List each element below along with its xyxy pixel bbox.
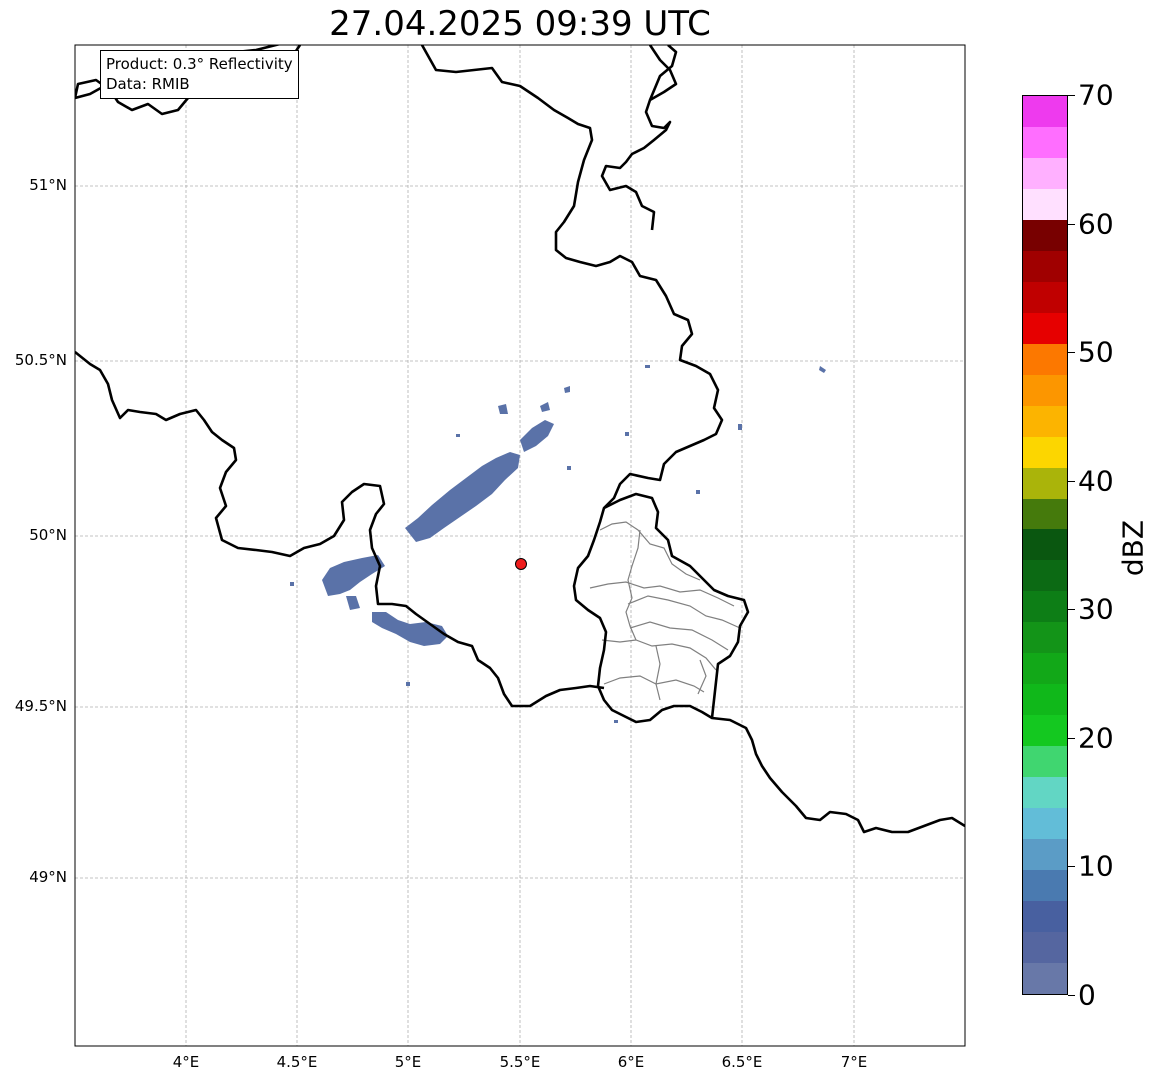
echo-speck-12 — [290, 582, 294, 586]
product-info-box: Product: 0.3° Reflectivity Data: RMIB — [100, 50, 299, 99]
colorbar-segment — [1023, 715, 1067, 747]
colorbar-segment — [1023, 498, 1067, 530]
colorbar-segment — [1023, 777, 1067, 809]
luxembourg-district-borders — [589, 521, 741, 701]
colorbar-segment — [1023, 219, 1067, 251]
colorbar-segment — [1023, 591, 1067, 623]
data-source-label: Data: RMIB — [106, 75, 190, 93]
colorbar-tick — [1068, 352, 1075, 353]
colorbar-tick — [1068, 224, 1075, 225]
colorbar-label: 40 — [1078, 464, 1114, 498]
lon-label: 5.5°E — [499, 1053, 541, 1071]
colorbar-segment — [1023, 560, 1067, 592]
echo-speck-11 — [456, 434, 460, 437]
border-lu-de — [603, 492, 750, 719]
lat-label: 49°N — [29, 868, 67, 886]
product-label: Product: 0.3° Reflectivity — [106, 55, 293, 73]
colorbar-tick — [1068, 866, 1075, 867]
lat-label: 49.5°N — [14, 697, 67, 715]
colorbar-segment — [1023, 95, 1067, 127]
echo-speck-6 — [738, 424, 742, 430]
colorbar-segment — [1023, 436, 1067, 468]
echo-speck-14 — [614, 720, 618, 723]
lat-label: 50°N — [29, 526, 67, 544]
colorbar-segment — [1023, 250, 1067, 282]
reflectivity-echoes — [290, 365, 826, 723]
echo-speck-2 — [498, 404, 508, 414]
colorbar-segment — [1023, 405, 1067, 437]
colorbar-segment — [1023, 839, 1067, 871]
echo-speck-5 — [819, 366, 826, 373]
lat-label: 50.5°N — [14, 351, 67, 369]
echo-speck-3 — [540, 402, 550, 412]
echo-speck-10 — [406, 682, 410, 686]
radar-site-marker[interactable] — [515, 558, 527, 570]
colorbar-label: 20 — [1078, 721, 1114, 755]
border-de-nl-east — [600, 45, 678, 231]
echo-band-north — [520, 420, 554, 452]
lon-label: 6°E — [617, 1053, 645, 1071]
colorbar-segment — [1023, 281, 1067, 313]
colorbar-label: 0 — [1078, 978, 1096, 1012]
echo-speck-7 — [696, 490, 700, 494]
colorbar-tick — [1068, 738, 1075, 739]
colorbar-segment — [1023, 343, 1067, 375]
map-title: 27.04.2025 09:39 UTC — [329, 4, 711, 44]
colorbar-segment — [1023, 126, 1067, 158]
echo-band-main — [405, 452, 520, 542]
border-be-de — [420, 45, 724, 687]
colorbar-label: 60 — [1078, 207, 1114, 241]
lon-label: 4.5°E — [276, 1053, 318, 1071]
colorbar-label: 50 — [1078, 335, 1114, 369]
colorbar-segment — [1023, 808, 1067, 840]
colorbar-segment — [1023, 374, 1067, 406]
colorbar-segment — [1023, 622, 1067, 654]
colorbar-segment — [1023, 529, 1067, 561]
echo-patch-west — [322, 555, 385, 596]
colorbar-segment — [1023, 684, 1067, 716]
colorbar-segment — [1023, 312, 1067, 344]
echo-speck-4 — [564, 386, 570, 393]
colorbar — [1022, 95, 1068, 995]
colorbar-segment — [1023, 653, 1067, 685]
echo-patch-sw — [372, 612, 448, 646]
graticule — [75, 45, 965, 1046]
colorbar-tick — [1068, 481, 1075, 482]
echo-speck-9 — [645, 365, 650, 368]
colorbar-segment — [1023, 746, 1067, 778]
colorbar-segment — [1023, 188, 1067, 220]
colorbar-segment — [1023, 870, 1067, 902]
echo-speck-1 — [346, 596, 360, 610]
echo-speck-8 — [625, 432, 629, 436]
lat-label: 51°N — [29, 176, 67, 194]
colorbar-segment — [1023, 157, 1067, 189]
border-ne-fragment — [648, 45, 678, 101]
lon-label: 7°E — [840, 1053, 868, 1071]
lon-label: 6.5°E — [721, 1053, 763, 1071]
map-frame — [74, 44, 966, 1047]
colorbar-segment — [1023, 932, 1067, 964]
colorbar-label: 10 — [1078, 849, 1114, 883]
colorbar-segment — [1023, 963, 1067, 994]
colorbar-tick — [1068, 995, 1075, 996]
colorbar-tick — [1068, 95, 1075, 96]
colorbar-segment — [1023, 901, 1067, 933]
lon-label: 4°E — [172, 1053, 200, 1071]
colorbar-label: 70 — [1078, 78, 1114, 112]
colorbar-tick — [1068, 609, 1075, 610]
lon-label: 5°E — [394, 1053, 422, 1071]
colorbar-unit-label: dBZ — [1116, 519, 1150, 577]
border-fr-north — [75, 350, 605, 708]
colorbar-segment — [1023, 467, 1067, 499]
colorbar-label: 30 — [1078, 592, 1114, 626]
border-fr-lu-south — [596, 685, 965, 834]
echo-speck-13 — [567, 466, 571, 470]
